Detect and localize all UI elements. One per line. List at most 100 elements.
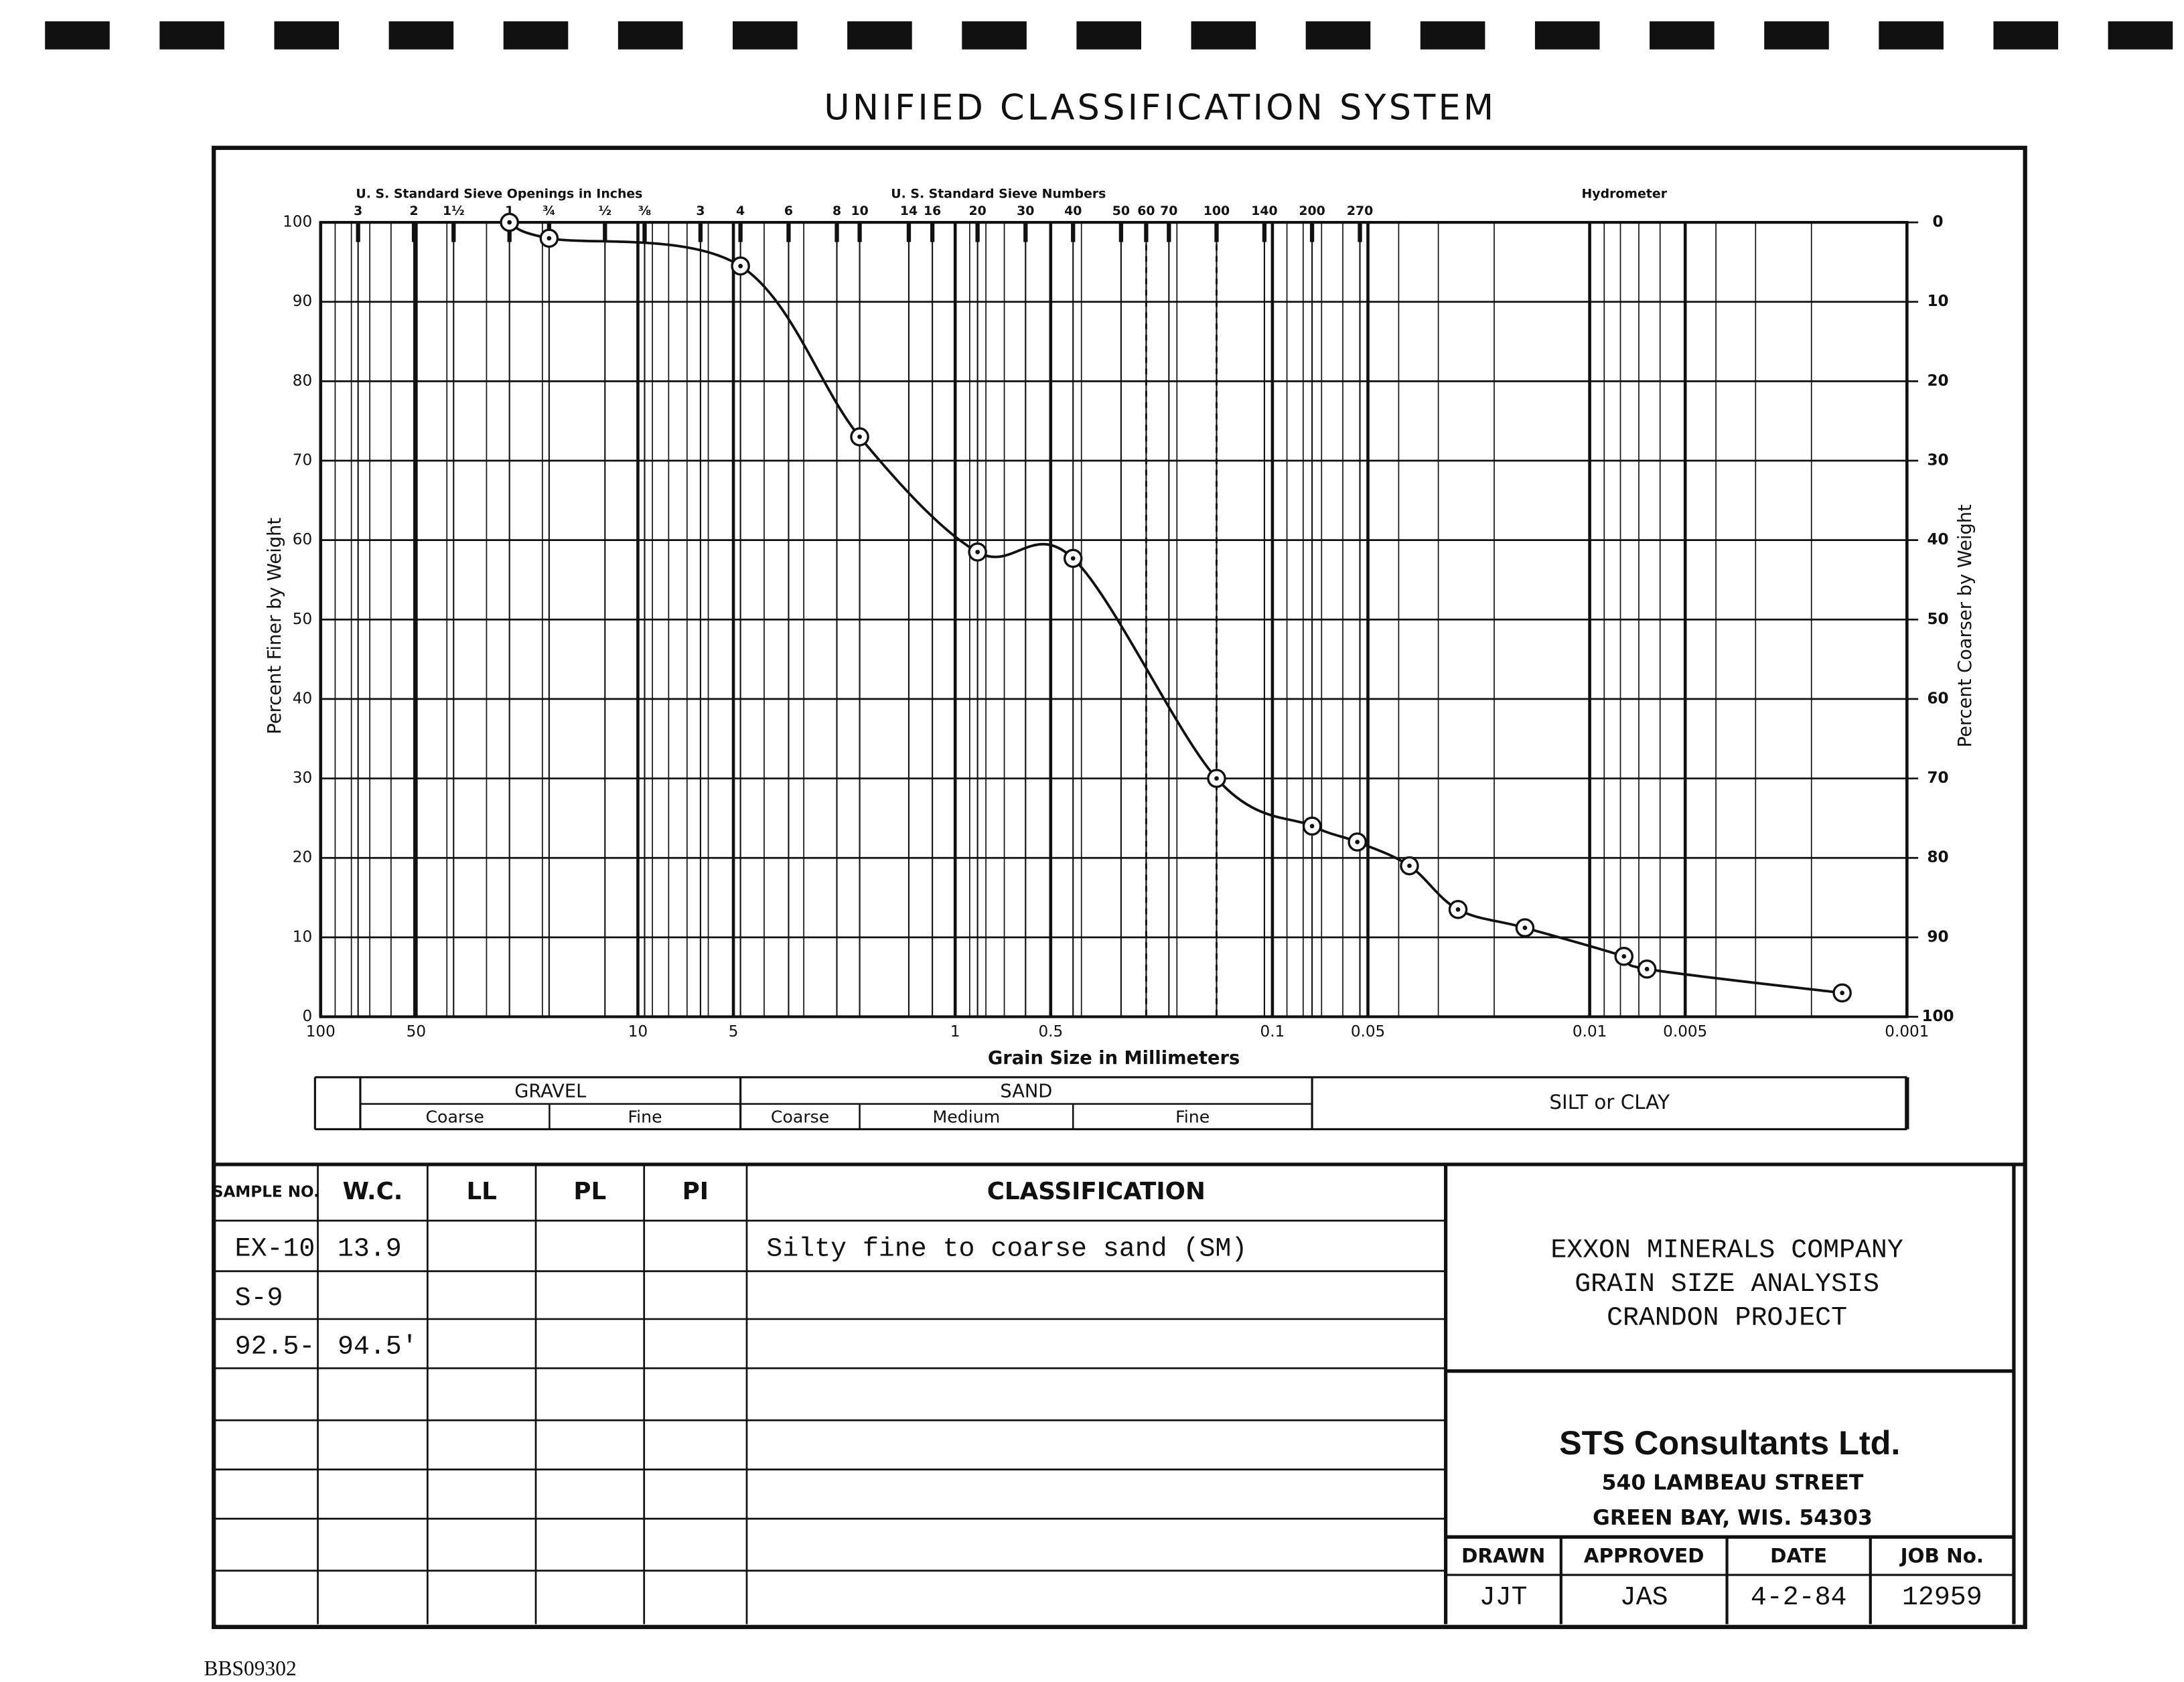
outer-frame	[212, 145, 2027, 1629]
edge-dash	[1191, 21, 1256, 50]
top-tick-label: 10	[851, 204, 868, 218]
top-axis-title: U. S. Standard Sieve Numbers	[891, 187, 1106, 202]
top-tick-label: ⅜	[638, 204, 652, 218]
band-part-label: Fine	[1175, 1107, 1210, 1127]
y-tick-label: 90	[293, 293, 312, 310]
top-tick-label: 140	[1251, 204, 1277, 218]
x-axis-title: Grain Size in Millimeters	[988, 1048, 1240, 1069]
y2-tick-label: 20	[1927, 372, 1948, 390]
top-tick-label: 270	[1347, 204, 1373, 218]
data-point-dot	[1070, 556, 1076, 561]
x-tick-label: 50	[407, 1023, 426, 1041]
signoff-header: DRAWN	[1461, 1544, 1545, 1567]
y-tick-label: 100	[283, 214, 312, 231]
edge-dash	[1305, 21, 1371, 50]
table-header: CLASSIFICATION	[987, 1178, 1206, 1205]
y2-tick-label: 30	[1927, 452, 1948, 469]
table-cell: Silty fine to coarse sand (SM)	[766, 1233, 1247, 1264]
edge-dash	[1076, 21, 1141, 50]
project-line: EXXON MINERALS COMPANY	[1550, 1235, 1903, 1266]
y-tick-label: 80	[293, 372, 312, 390]
page-title: UNIFIED CLASSIFICATION SYSTEM	[824, 88, 1496, 129]
top-tick-label: 30	[1017, 204, 1034, 218]
data-point-dot	[547, 236, 552, 241]
data-point-dot	[1522, 925, 1528, 930]
x-tick-label: 10	[628, 1023, 648, 1041]
y-tick-label: 20	[293, 849, 312, 866]
top-tick-label: 50	[1112, 204, 1130, 218]
data-point-dot	[507, 220, 512, 225]
edge-dash	[1879, 21, 1944, 50]
y2-tick-label: 50	[1927, 611, 1948, 628]
top-tick-label: 100	[1204, 204, 1230, 218]
firm-address: 540 LAMBEAU STREET	[1602, 1471, 1864, 1495]
top-tick-label: 60	[1137, 204, 1155, 218]
top-tick-label: 4	[736, 204, 745, 218]
band-label: SILT or CLAY	[1549, 1091, 1670, 1114]
y2-axis-title: Percent Coarser by Weight	[1955, 504, 1976, 747]
data-point-dot	[1407, 863, 1412, 868]
edge-dash	[1534, 21, 1600, 50]
table-header: W.C.	[343, 1178, 403, 1205]
table-cell: 92.5-	[235, 1331, 315, 1361]
data-point-dot	[1309, 824, 1315, 829]
table-cell: EX-10	[235, 1233, 315, 1264]
y2-tick-label: 40	[1927, 531, 1948, 548]
edge-dash	[847, 21, 912, 50]
edge-dash	[274, 21, 340, 50]
y2-tick-label: 80	[1927, 849, 1948, 866]
table-cell: 13.9	[338, 1233, 402, 1264]
band-label: SAND	[1000, 1081, 1052, 1101]
edge-dash	[732, 21, 798, 50]
x-tick-label: 1	[950, 1023, 960, 1041]
edge-dash	[503, 21, 569, 50]
data-point-dot	[1644, 966, 1650, 972]
table-cell: S-9	[235, 1283, 283, 1313]
y-tick-label: 70	[293, 452, 312, 469]
signoff-value: JAS	[1620, 1582, 1668, 1612]
document-code: BBS09302	[204, 1657, 296, 1680]
y2-tick-label: 0	[1933, 214, 1944, 231]
edge-dash	[1650, 21, 1715, 50]
top-tick-label: 3	[696, 204, 705, 218]
data-point-dot	[1355, 840, 1360, 844]
x-tick-label: 0.01	[1573, 1023, 1607, 1041]
band-part-label: Coarse	[425, 1107, 484, 1127]
top-axis-title: Hydrometer	[1582, 187, 1668, 202]
table-header: PI	[682, 1178, 709, 1205]
band-part-label: Fine	[628, 1107, 662, 1127]
signoff-header: JOB No.	[1899, 1544, 1984, 1567]
data-point-dot	[975, 550, 980, 554]
edge-dash	[1420, 21, 1485, 50]
x-tick-label: 0.5	[1038, 1023, 1063, 1041]
top-tick-label: ½	[599, 204, 612, 218]
y2-tick-label: 70	[1927, 769, 1948, 787]
edge-dash	[45, 21, 110, 50]
y-axis-title: Percent Finer by Weight	[265, 518, 285, 735]
edge-dash	[1993, 21, 2059, 50]
signoff-header: DATE	[1770, 1544, 1827, 1567]
signoff-value: 4-2-84	[1751, 1582, 1847, 1612]
top-tick-label: 70	[1160, 204, 1177, 218]
table-header: PL	[573, 1178, 606, 1205]
firm-address: GREEN BAY, WIS. 54303	[1593, 1506, 1873, 1530]
x-tick-label: 5	[729, 1023, 739, 1041]
edge-dash	[962, 21, 1027, 50]
y-tick-label: 0	[302, 1008, 312, 1025]
band-part-label: Coarse	[771, 1107, 829, 1127]
y-tick-label: 30	[293, 769, 312, 787]
edge-dash	[388, 21, 454, 50]
x-tick-label: 0.05	[1351, 1023, 1385, 1041]
signoff-value: 12959	[1902, 1582, 1982, 1612]
top-tick-label: 20	[968, 204, 986, 218]
data-point-dot	[857, 435, 862, 439]
y2-tick-label: 100	[1921, 1008, 1954, 1025]
data-point-dot	[1840, 990, 1845, 996]
top-tick-label: 6	[784, 204, 793, 218]
signoff-header: APPROVED	[1584, 1544, 1704, 1567]
top-tick-label: 16	[924, 204, 941, 218]
table-header: SAMPLE NO.	[212, 1183, 319, 1201]
edge-dash	[1764, 21, 1829, 50]
x-tick-label: 0.005	[1663, 1023, 1707, 1041]
